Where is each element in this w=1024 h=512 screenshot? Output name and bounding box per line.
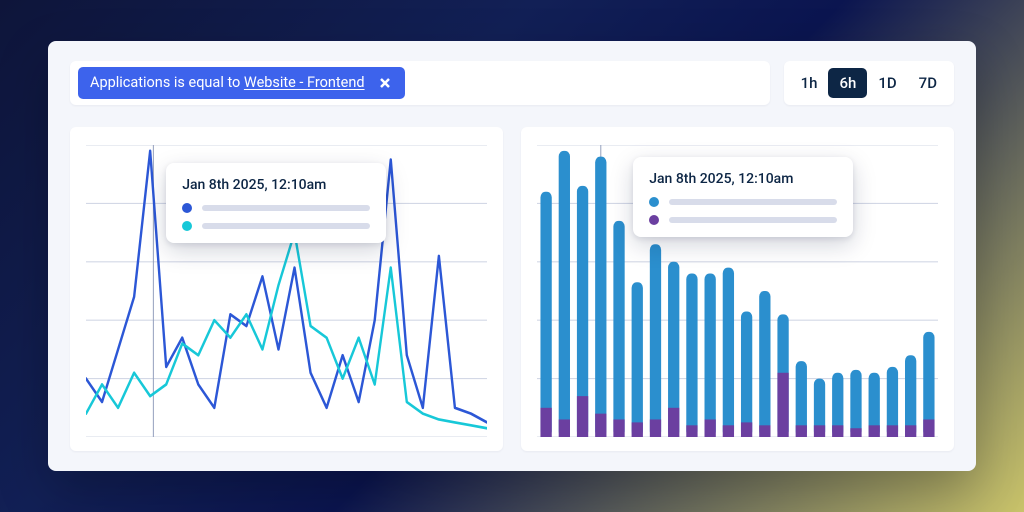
- time-range-1h[interactable]: 1h: [790, 68, 829, 98]
- top-bar: Applications is equal to Website - Front…: [70, 61, 954, 105]
- legend-value-placeholder: [669, 217, 837, 223]
- time-range-6h[interactable]: 6h: [828, 68, 867, 98]
- legend-value-placeholder: [202, 205, 370, 211]
- filter-chip[interactable]: Applications is equal to Website - Front…: [78, 67, 405, 99]
- legend-value-placeholder: [669, 199, 837, 205]
- tooltip-title: Jan 8th 2025, 12:10am: [182, 177, 370, 193]
- legend-dot-icon: [182, 203, 192, 213]
- line-chart-tooltip: Jan 8th 2025, 12:10am: [166, 163, 386, 243]
- legend-dot-icon: [182, 221, 192, 231]
- time-range-7D[interactable]: 7D: [908, 68, 948, 98]
- tooltip-legend-row: [649, 197, 837, 207]
- filter-chip-prefix: Applications is equal to: [90, 74, 244, 91]
- tooltip-legend-row: [649, 215, 837, 225]
- tooltip-title: Jan 8th 2025, 12:10am: [649, 171, 837, 187]
- time-range-1D[interactable]: 1D: [867, 68, 907, 98]
- tooltip-legend-row: [182, 203, 370, 213]
- legend-dot-icon: [649, 215, 659, 225]
- bar-chart-tooltip: Jan 8th 2025, 12:10am: [633, 157, 853, 237]
- charts-row: Jan 8th 2025, 12:10am Jan 8th 2025, 12:1…: [70, 127, 954, 451]
- legend-dot-icon: [649, 197, 659, 207]
- filter-chip-value: Website - Frontend: [244, 74, 365, 91]
- bar-chart[interactable]: Jan 8th 2025, 12:10am: [537, 145, 938, 437]
- tooltip-legend-row: [182, 221, 370, 231]
- line-chart[interactable]: Jan 8th 2025, 12:10am: [86, 145, 487, 437]
- time-range-picker: 1h6h1D7D: [784, 61, 954, 105]
- dashboard-panel: Applications is equal to Website - Front…: [48, 41, 976, 471]
- close-icon[interactable]: [375, 73, 395, 93]
- bar-chart-card: Jan 8th 2025, 12:10am: [521, 127, 954, 451]
- line-chart-card: Jan 8th 2025, 12:10am: [70, 127, 503, 451]
- filter-bar[interactable]: Applications is equal to Website - Front…: [70, 61, 770, 105]
- legend-value-placeholder: [202, 223, 370, 229]
